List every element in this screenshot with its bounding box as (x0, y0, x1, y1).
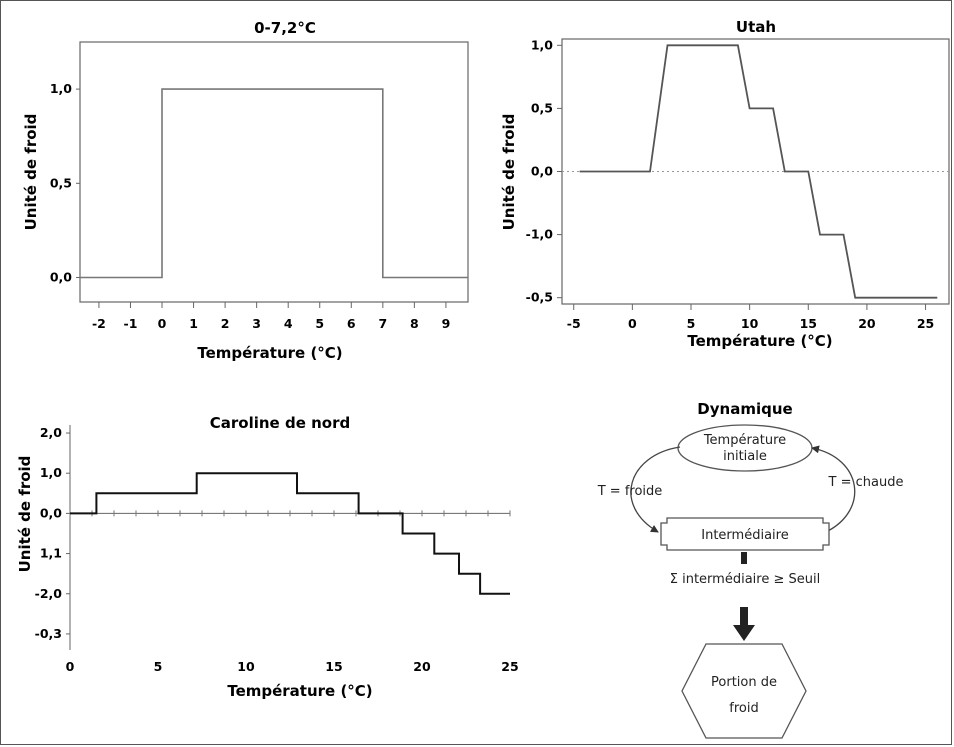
chart3-y-tick-label: -2,0 (35, 586, 63, 601)
chart2-x-tick-label: -5 (567, 316, 581, 331)
chart1-xlabel: Température (°C) (197, 344, 342, 362)
chart1-plot-frame (79, 41, 469, 303)
chart2-y-tick-label: -0,5 (526, 290, 553, 305)
chart2-x-tick-label: 20 (858, 316, 876, 331)
chart2-x-tick-label: 10 (741, 316, 759, 331)
chart3-marks: 0 5 10 15 20 25 -0,3 -2,0 1,1 0,0 1,0 2,0 (35, 425, 519, 674)
chart3-x-tick-label: 10 (237, 659, 255, 674)
chart1-title: 0-7,2°C (254, 19, 316, 37)
chart3-y-tick-label: 2,0 (40, 425, 62, 440)
node-initial-temperature (677, 424, 813, 472)
chart2-y-tick-label: 0,5 (531, 100, 553, 115)
chart1-marks: -2 -1 0 1 2 3 4 5 6 7 8 9 0,0 0,5 1,0 (50, 81, 468, 331)
chart1-x-tick-label: 6 (347, 316, 356, 331)
chart1-x-tick-label: 8 (410, 316, 419, 331)
node-intermediate-label: Intermédiaire (701, 528, 788, 543)
chart3-y-tick-label: 1,0 (40, 465, 62, 480)
label-hot: T = chaude (828, 475, 904, 490)
chart3-x-tick-label: 25 (501, 659, 518, 674)
chart3-x-tick-label: 15 (325, 659, 342, 674)
arrow-hot-loop (811, 445, 856, 533)
arrow-cold-loop (630, 446, 681, 533)
chart1-x-tick-label: 5 (315, 316, 324, 331)
chart3-series-line (70, 472, 510, 595)
chart3-x-tick-label: 0 (66, 659, 75, 674)
chart1-x-tick-label: 7 (378, 316, 387, 331)
node-initial-line1: Température (703, 433, 786, 448)
chart3-y-tick-label: 1,1 (40, 546, 62, 561)
chart1-x-tick-label: 4 (284, 316, 293, 331)
chart2-x-tick-label: 0 (628, 316, 637, 331)
chart1-x-tick-label: 1 (189, 316, 198, 331)
label-cold: T = froide (597, 484, 663, 499)
chart1-ylabel: Unité de froid (22, 114, 40, 231)
chart1-y-tick-label: 0,5 (50, 175, 72, 190)
chart3-x-tick-label: 5 (154, 659, 163, 674)
chart3-ylabel: Unité de froid (16, 456, 34, 573)
chart2-series-line (579, 44, 938, 299)
chart3-y-tick-label: 0,0 (40, 505, 62, 520)
chart1-x-tick-label: -1 (124, 316, 138, 331)
connector-bar (741, 552, 747, 564)
chart1-x-tick-label: 9 (442, 316, 451, 331)
chart1-x-tick-label: -2 (92, 316, 106, 331)
condition-label: Σ intermédiaire ≥ Seuil (670, 572, 820, 587)
chart2-title: Utah (736, 18, 776, 36)
thick-arrow-head (733, 625, 755, 641)
diagram-title: Dynamique (697, 400, 792, 418)
chart3-y-tick-label: -0,3 (35, 626, 62, 641)
node-intermediate (660, 517, 830, 551)
chart1-y-tick-label: 1,0 (50, 81, 72, 96)
thick-arrow-shaft (740, 607, 748, 627)
node-portion-line2: froid (729, 701, 758, 716)
dynamic-model-diagram: Dynamique Température initiale T = froid… (597, 400, 904, 739)
chart2-y-tick-label: -1,0 (526, 227, 554, 242)
chart3-x-tick-label: 20 (413, 659, 431, 674)
chart3-xlabel: Température (°C) (227, 682, 372, 700)
chart1-series-line (80, 88, 468, 279)
chart1-y-tick-label: 0,0 (50, 270, 72, 285)
chart1-x-tick-label: 0 (158, 316, 167, 331)
chart2-x-tick-label: 15 (800, 316, 817, 331)
node-initial-line2: initiale (723, 449, 767, 464)
chart2-y-tick-label: 1,0 (531, 37, 553, 52)
chart3-title: Caroline de nord (210, 414, 350, 432)
chart2-marks: -5 0 5 10 15 20 25 -0,5 -1,0 0,0 0,5 1,0 (526, 37, 949, 331)
chart2-x-tick-label: 5 (687, 316, 696, 331)
chart2-x-tick-label: 25 (917, 316, 934, 331)
chart1-x-tick-label: 3 (252, 316, 261, 331)
node-portion-line1: Portion de (711, 675, 777, 690)
node-portion-de-froid (681, 643, 807, 739)
chart2-y-tick-label: 0,0 (531, 164, 553, 179)
chart2-xlabel: Température (°C) (687, 332, 832, 350)
chart1-x-tick-label: 2 (221, 316, 230, 331)
chart2-ylabel: Unité de froid (500, 114, 518, 231)
